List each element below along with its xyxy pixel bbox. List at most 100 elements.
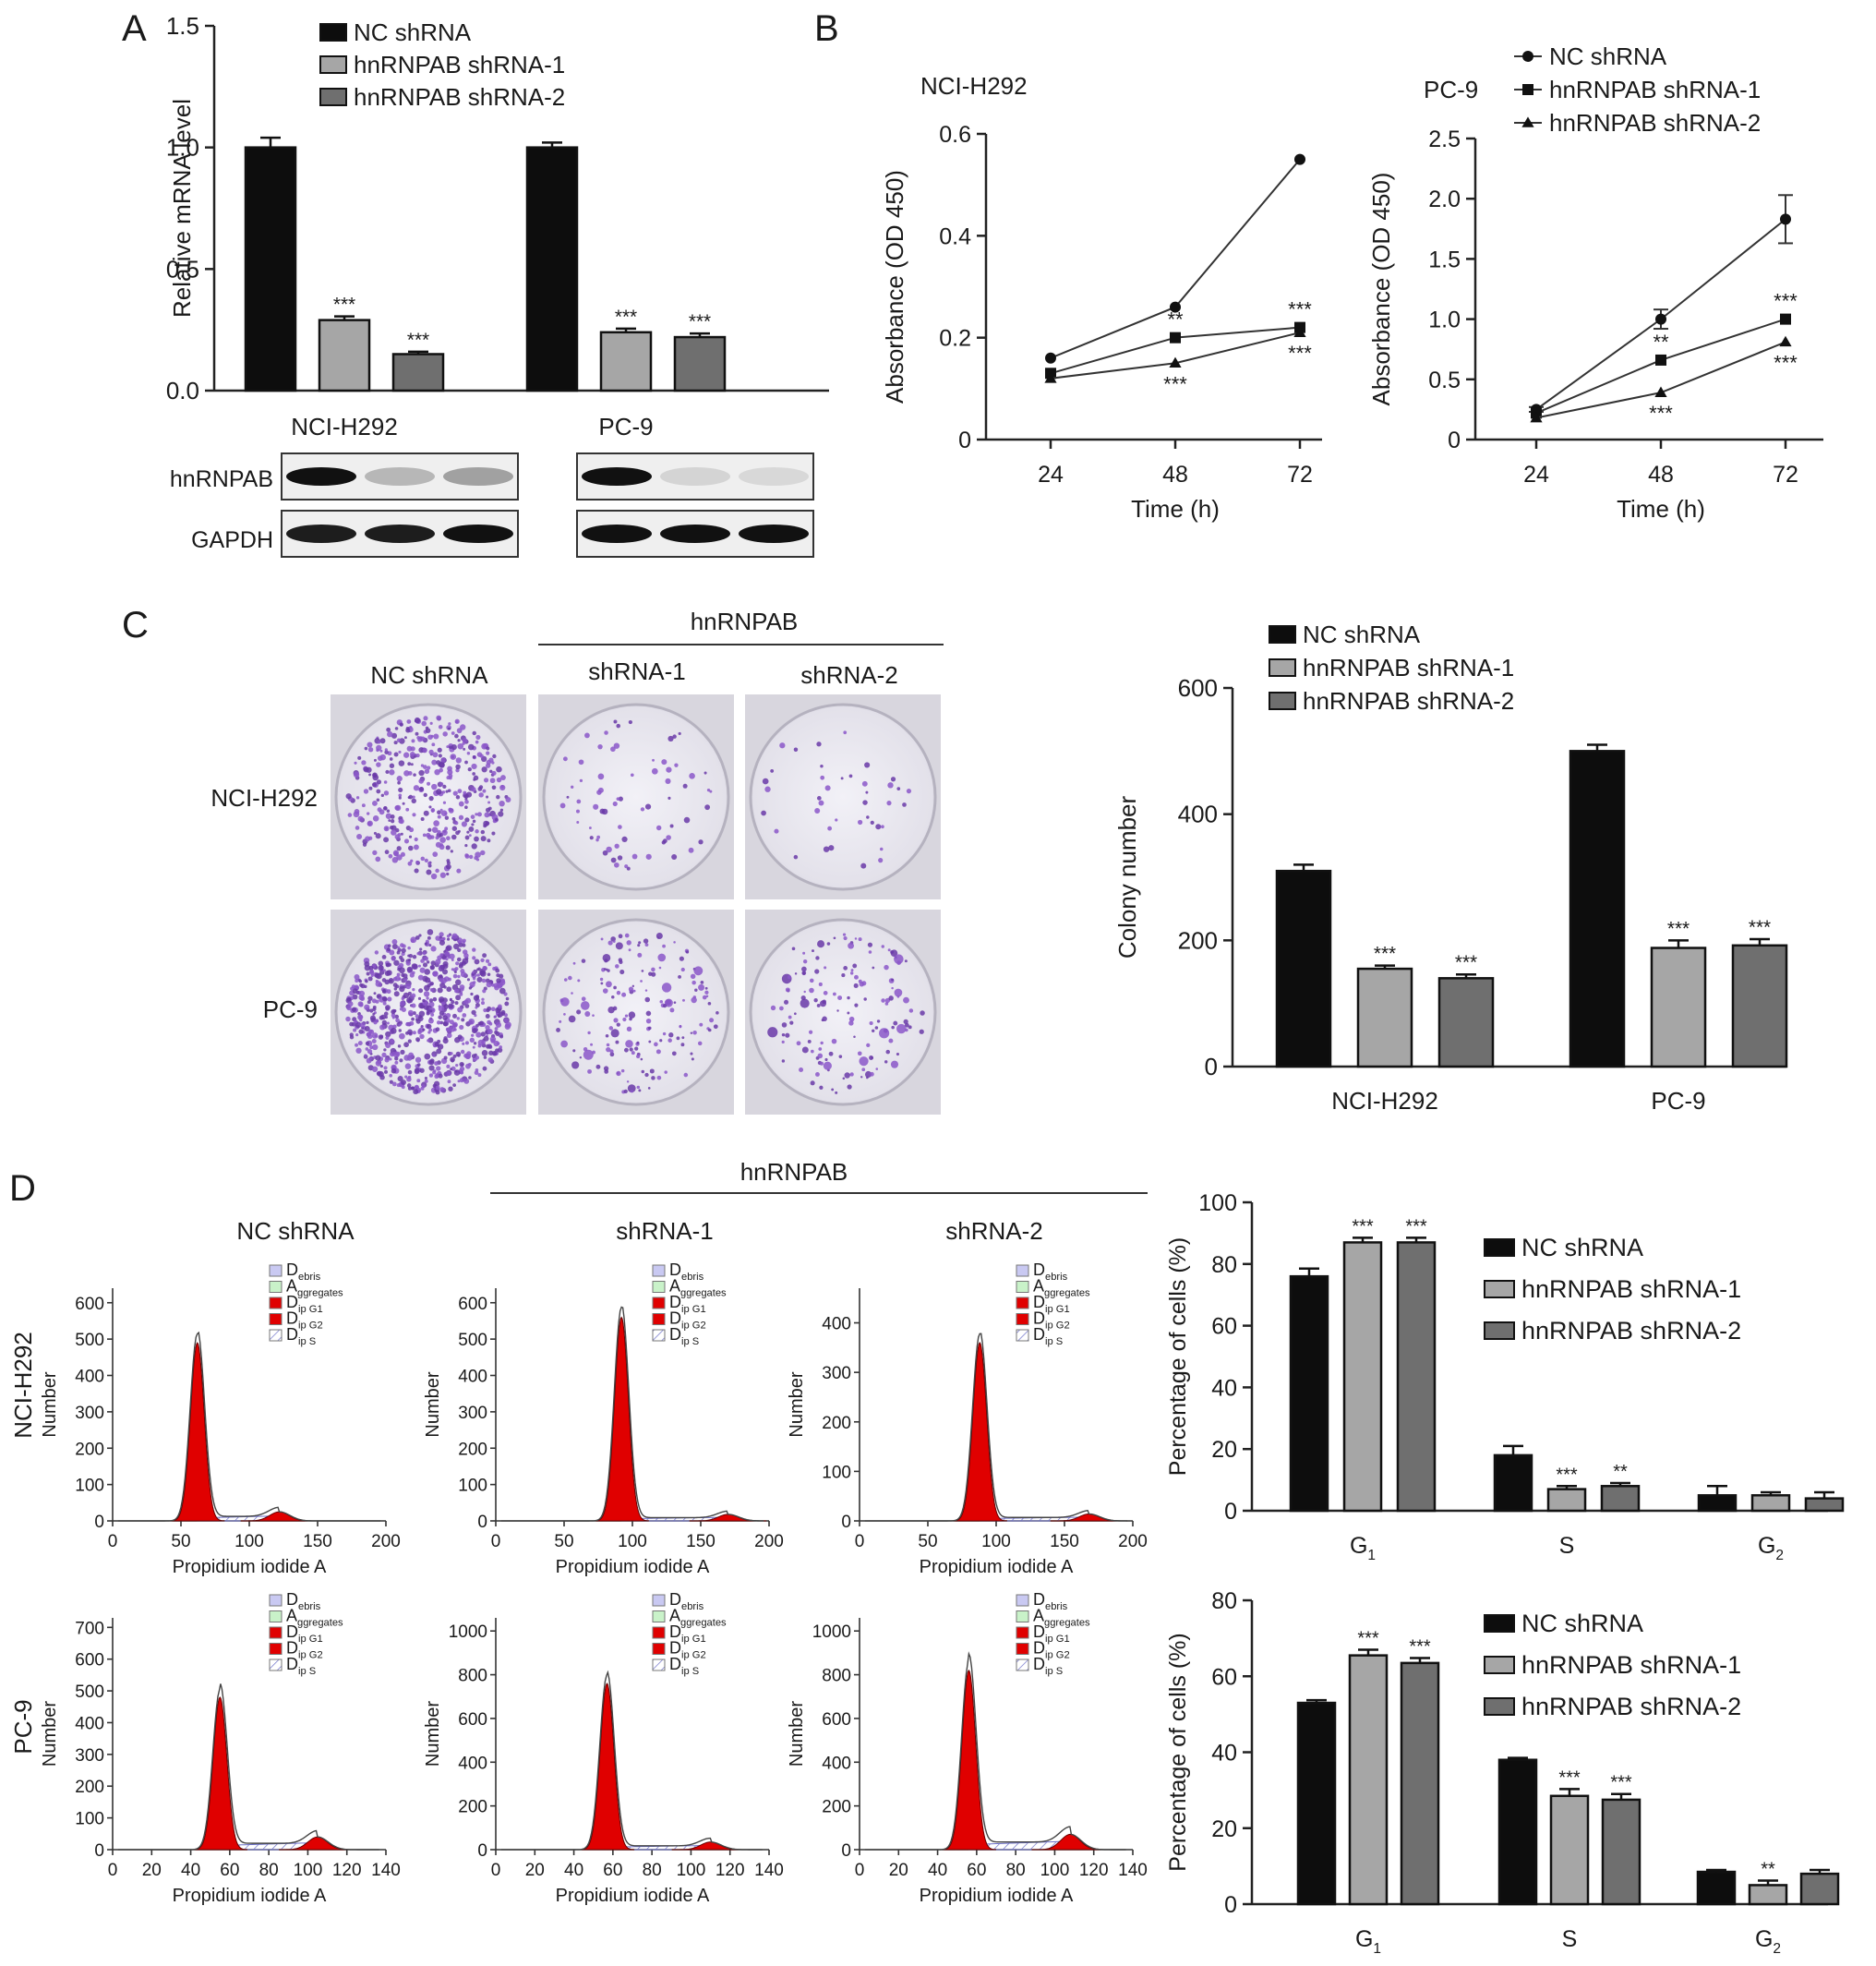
significance-label: ** <box>1653 331 1669 354</box>
colony-dot <box>705 995 709 998</box>
colony-dot <box>390 819 395 824</box>
colony-dot <box>378 965 384 971</box>
colony-dot <box>452 1013 457 1019</box>
flow-y-axis-label: Number <box>787 1371 807 1437</box>
colony-dot <box>405 1021 410 1027</box>
colony-dot <box>644 989 648 992</box>
colony-dot <box>640 807 645 812</box>
colony-dot <box>474 836 479 842</box>
colony-dot <box>364 746 368 751</box>
colony-dot <box>814 808 821 814</box>
colony-dot <box>345 1016 351 1022</box>
colony-dot <box>475 851 481 858</box>
wb-band <box>582 525 652 543</box>
colony-dot <box>395 1018 400 1023</box>
colony-dot <box>604 959 608 963</box>
legend-swatch <box>1484 1238 1515 1257</box>
colony-dot <box>888 1038 894 1043</box>
colony-dot <box>428 1073 434 1078</box>
colony-dot <box>413 844 419 850</box>
colony-dot <box>472 772 475 776</box>
x-category-label: NCI-H292 <box>291 413 398 440</box>
colony-dot <box>439 1020 444 1025</box>
colony-dot <box>424 768 430 775</box>
colony-dot <box>351 984 355 989</box>
colony-dot <box>459 992 463 996</box>
colony-dot <box>874 1026 879 1030</box>
colony-dot <box>439 932 444 937</box>
colony-dot <box>373 758 377 762</box>
flow-y-tick-label: 400 <box>822 1315 851 1334</box>
colony-dot <box>579 778 583 783</box>
colony-dot <box>583 1046 588 1052</box>
data-point <box>1170 332 1181 344</box>
colony-dot <box>428 1059 435 1066</box>
colony-dot <box>435 1090 440 1095</box>
wb-band <box>739 467 809 486</box>
colony-dot <box>451 834 457 840</box>
colony-dot <box>369 1015 376 1021</box>
colony-dot <box>854 937 858 940</box>
colony-dot <box>446 1064 451 1068</box>
flow-x-tick-label: 120 <box>332 1861 362 1880</box>
flow-legend-swatch <box>1016 1658 1029 1671</box>
colony-dot <box>423 792 427 798</box>
colony-dot <box>472 976 476 981</box>
colony-dot <box>487 972 491 977</box>
flow-group-header: hnRNPAB <box>740 1158 848 1186</box>
colony-dot <box>411 1003 416 1008</box>
colony-dot <box>607 969 610 972</box>
colony-dot <box>403 838 410 844</box>
flow-x-tick-label: 150 <box>303 1532 332 1551</box>
colony-dot <box>920 1010 925 1016</box>
flow-col-label-sh2: shRNA-2 <box>945 1217 1042 1245</box>
colony-dot <box>362 842 367 847</box>
flow-x-tick-label: 0 <box>108 1532 118 1551</box>
colony-dot <box>397 780 401 785</box>
flow-row-label-h292: NCI-H292 <box>9 1332 37 1439</box>
colony-dot <box>376 779 382 785</box>
colony-dot <box>446 1071 451 1077</box>
flow-legend-swatch <box>652 1610 666 1622</box>
colony-dot <box>454 718 460 724</box>
colony-dot <box>364 1054 367 1057</box>
flow-legend-label: Aggregates <box>669 1607 727 1629</box>
colony-dot <box>890 950 895 954</box>
colony-dot <box>847 995 850 1000</box>
flow-x-tick-label: 40 <box>564 1861 583 1880</box>
colony-dot <box>365 1047 369 1051</box>
colony-dot <box>450 1052 453 1055</box>
colony-dot <box>781 1059 786 1063</box>
colony-dot <box>391 857 399 863</box>
colony-dot <box>595 838 599 842</box>
colony-dot <box>847 1084 852 1090</box>
colony-dot <box>355 979 359 983</box>
colony-dot <box>651 971 656 977</box>
colony-dot <box>364 960 370 967</box>
colony-dot <box>568 1015 576 1023</box>
colony-dot <box>409 1020 415 1026</box>
flow-x-tick-label: 0 <box>491 1532 501 1551</box>
colony-dot <box>493 1015 497 1019</box>
colony-dot <box>382 806 388 811</box>
colony-dot <box>793 747 799 752</box>
flow-x-axis-label: Propidium iodide A <box>173 1886 327 1906</box>
flow-y-tick-label: 400 <box>458 1368 487 1387</box>
colony-dot <box>794 972 798 975</box>
flow-row-label-pc9: PC-9 <box>9 1699 37 1754</box>
colony-dot <box>372 801 378 806</box>
colony-dot <box>498 811 504 817</box>
colony-dot <box>442 801 447 804</box>
flow-legend-swatch <box>269 1594 283 1607</box>
colony-dot <box>468 1018 475 1025</box>
colony-dot <box>443 985 447 989</box>
colony-dot <box>354 761 357 765</box>
colony-dot <box>410 751 415 757</box>
colony-dot <box>451 731 455 735</box>
colony-dot <box>481 997 485 1001</box>
colony-dot <box>505 797 511 802</box>
flow-legend-label: Dip G1 <box>286 1622 323 1645</box>
colony-dot <box>629 1047 633 1052</box>
colony-dot <box>405 726 410 731</box>
colony-dot <box>854 1003 859 1007</box>
